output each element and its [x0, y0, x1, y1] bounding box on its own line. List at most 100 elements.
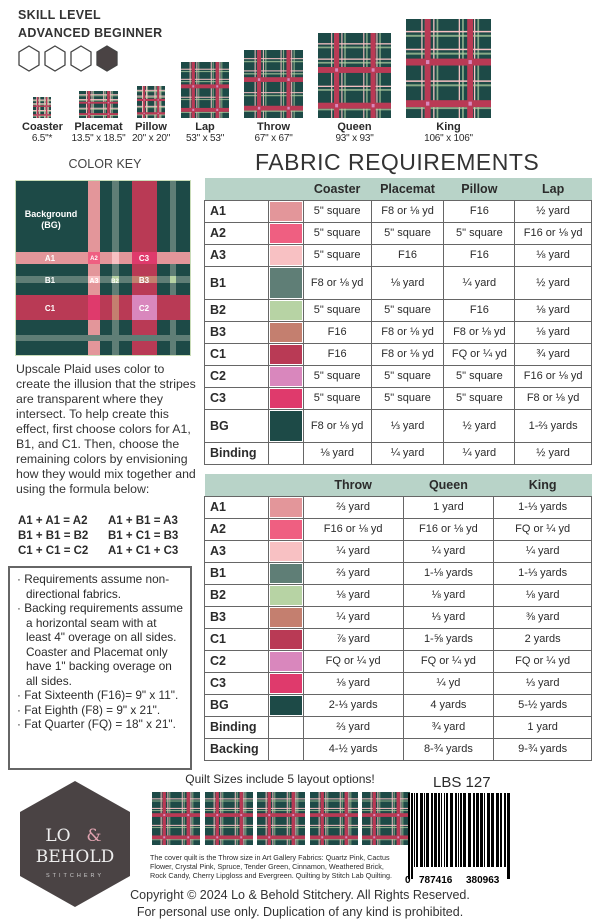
requirement-cell: ⅛ yard [370, 265, 445, 300]
requirement-cell: FQ or ¼ yd [493, 649, 592, 673]
requirement-cell: 5" square [370, 221, 445, 245]
requirement-cell: 1-⅝ yards [402, 627, 495, 651]
table-row: B3 F16 F8 or ⅛ yd F8 or ⅛ yd ⅛ yard [204, 320, 592, 344]
color-key-title: COLOR KEY [68, 157, 142, 171]
fabric-label: A1 [204, 199, 269, 223]
fabric-label: A2 [204, 517, 269, 541]
requirement-cell: 1-⅛ yards [402, 561, 495, 585]
requirement-cell: F16 or ⅛ yd [514, 364, 592, 388]
requirement-cell: 1 yard [493, 715, 592, 739]
requirement-cell: F16 or ⅛ yd [302, 517, 404, 541]
color-swatch [267, 441, 304, 465]
table-row: B2 ⅛ yard ⅛ yard ⅛ yard [204, 583, 592, 607]
table-row: B1 ⅔ yard 1-⅛ yards 1-⅓ yards [204, 561, 592, 585]
barcode-bar [444, 793, 445, 869]
fabric-label: A1 [204, 495, 269, 519]
size-name: King [436, 121, 461, 133]
fabric-label: A3 [204, 539, 269, 563]
table-row: B3 ¼ yard ⅓ yard ⅜ yard [204, 605, 592, 629]
requirement-cell: F8 or ⅛ yd [370, 320, 445, 344]
requirement-cell: F16 [302, 342, 372, 366]
size-dimensions: 67" x 67" [254, 133, 293, 144]
requirement-cell: 5" square [302, 199, 372, 223]
requirement-cell: F8 or ⅛ yd [370, 342, 445, 366]
layout-option-thumbnail [257, 792, 305, 845]
table-row: BG 2-⅓ yards 4 yards 5-½ yards [204, 693, 592, 717]
size-name: Queen [337, 121, 372, 133]
requirement-cell: ¼ yard [370, 441, 445, 465]
color-swatch [267, 715, 304, 739]
color-swatch [267, 320, 304, 344]
barcode-bar [424, 793, 425, 869]
requirement-cell: ⅔ yard [302, 561, 404, 585]
requirement-cell: 1 yard [402, 495, 495, 519]
skill-level-rating [18, 45, 118, 72]
brand-logo: LO & BEHOLD STITCHERY [20, 781, 130, 907]
intro-text: Upscale Plaid uses color to create the i… [16, 362, 196, 496]
requirement-cell: 1-⅔ yards [514, 408, 592, 443]
requirement-cell: 9-¾ yards [493, 737, 592, 761]
requirement-cell: 2-⅓ yards [302, 693, 404, 717]
color-swatch [267, 649, 304, 673]
fabric-label: B3 [204, 320, 269, 344]
size-placemat: Placemat 13.5" x 18.5" [66, 91, 132, 145]
requirement-cell: ½ yard [514, 441, 592, 465]
table-row: A2 5" square 5" square 5" square F16 or ⅛ yd [204, 221, 592, 245]
color-swatch [267, 408, 304, 443]
barcode-bar [491, 793, 494, 869]
fabric-label: C2 [204, 364, 269, 388]
barcode-digits: 787416 [419, 875, 453, 885]
column-header: Queen [403, 474, 494, 496]
barcode-bar [484, 793, 485, 869]
note-item: Fat Sixteenth (F16)= 9" x 11". [16, 688, 184, 703]
table-row: A3 5" square F16 F16 ⅛ yard [204, 243, 592, 267]
a3-label: A3 [90, 278, 99, 285]
table-row: C3 ⅛ yard ¼ yd ⅓ yard [204, 671, 592, 695]
logo-ampersand: & [86, 826, 101, 846]
plaid-thumbnail [79, 91, 118, 118]
hexagon-rating-icon [18, 45, 118, 72]
table-row: Binding ⅔ yard ¾ yard 1 yard [204, 715, 592, 739]
requirement-cell: 5" square [302, 386, 372, 410]
table-row: A2 F16 or ⅛ yd F16 or ⅛ yd FQ or ¼ yd [204, 517, 592, 541]
requirement-cell: ½ yard [514, 265, 592, 300]
table-row: B1 F8 or ⅛ yd ⅛ yard ¼ yard ½ yard [204, 265, 592, 300]
requirement-cell: ¼ yard [493, 539, 592, 563]
requirement-cell: 2 yards [493, 627, 592, 651]
layout-option-thumbnail [362, 792, 410, 845]
column-header: Throw [303, 474, 404, 496]
requirement-cell: 1-⅓ yards [493, 495, 592, 519]
barcode-bar [463, 793, 466, 869]
table-row: A3 ¼ yard ¼ yard ¼ yard [204, 539, 592, 563]
barcode-bar [468, 793, 471, 869]
fabric-label: Binding [204, 441, 269, 465]
a1-label: A1 [45, 254, 56, 263]
barcode-bar [438, 793, 440, 869]
size-king: King 106" x 106" [406, 19, 491, 145]
color-swatch [267, 265, 304, 300]
size-lap: Lap 53" x 53" [179, 62, 231, 145]
requirement-cell: F8 or ⅛ yd [302, 408, 372, 443]
formula-item: A1 + B1 = A3 [108, 515, 178, 527]
size-coaster: Coaster 6.5"* [22, 97, 63, 145]
barcode-bar [414, 793, 415, 869]
plaid-thumbnail [33, 97, 51, 118]
requirement-cell: F16 or ⅛ yd [402, 517, 495, 541]
fabric-label: B1 [204, 561, 269, 585]
fabric-label: B1 [204, 265, 269, 300]
requirement-cell: 5" square [370, 364, 445, 388]
table-row: C1 ⅞ yard 1-⅝ yards 2 yards [204, 627, 592, 651]
barcode-bar [450, 793, 453, 869]
requirement-cell: ¼ yard [402, 539, 495, 563]
table-row: B2 5" square 5" square F16 ⅛ yard [204, 298, 592, 322]
size-throw: Throw 67" x 67" [244, 50, 303, 145]
size-dimensions: 13.5" x 18.5" [71, 133, 126, 144]
fabric-label: C3 [204, 386, 269, 410]
cover-caption: The cover quilt is the Throw size in Art… [150, 853, 392, 880]
requirement-cell: F16 [443, 199, 516, 223]
requirement-cell: ⅛ yard [302, 583, 404, 607]
requirement-cell: FQ or ¼ yd [443, 342, 516, 366]
table-header-row: Throw Queen King [204, 474, 592, 496]
barcode-digit: 0 [405, 875, 411, 885]
column-header: King [493, 474, 592, 496]
